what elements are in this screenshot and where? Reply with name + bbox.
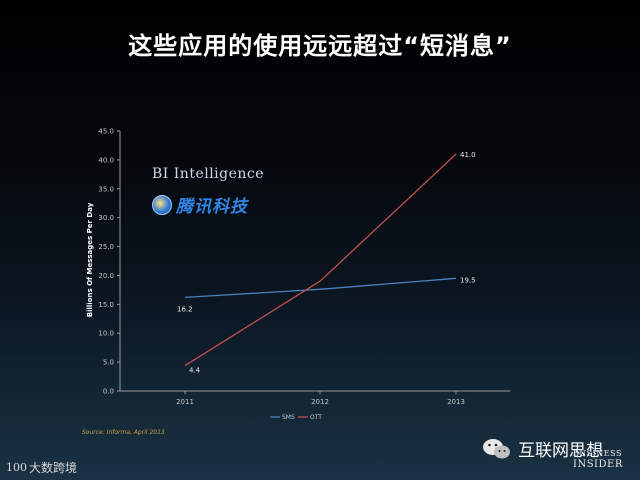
y-tick-label: 10.0 (98, 330, 114, 338)
source-note: Source: Informa, April 2013 (82, 429, 165, 436)
footer-logo: 100 大数跨境 (6, 459, 77, 476)
series-layer: 16.2 19.5 4.4 41.0 (177, 151, 476, 374)
tencent-tech-text: 腾讯科技 (176, 197, 248, 217)
y-tick-label: 5.0 (103, 359, 114, 367)
x-axis: 2011 2012 2013 (120, 390, 510, 406)
data-label-sms: 19.5 (460, 276, 476, 284)
slide-title: 这些应用的使用远远超过“短消息” (128, 32, 512, 60)
business-insider-bottom: INSIDER (573, 459, 623, 470)
wechat-icon (483, 438, 510, 458)
y-tick-label: 15.0 (98, 301, 114, 309)
business-insider-top: BUSINESS (573, 449, 622, 458)
y-tick-label: 35.0 (98, 185, 114, 193)
y-tick-label: 45.0 (98, 128, 114, 136)
y-tick-label: 20.0 (98, 272, 114, 280)
bi-intelligence-watermark: BI Intelligence (152, 166, 265, 182)
tencent-logo-icon (152, 194, 172, 215)
y-tick-label: 40.0 (98, 156, 114, 164)
x-tick-label: 2012 (311, 398, 329, 406)
business-insider-logo: BUSINESS INSIDER (573, 448, 633, 470)
y-tick-label: 0.0 (103, 388, 114, 396)
legend: SMS OTT (270, 414, 322, 421)
x-tick-label: 2013 (447, 398, 465, 406)
wechat-account[interactable]: 互联网思想 (482, 436, 603, 461)
tencent-tech-watermark: 腾讯科技 (152, 192, 248, 217)
data-label-ott: 41.0 (460, 151, 476, 159)
footer-logo-mark: 100 (6, 461, 27, 474)
legend-label-sms: SMS (282, 414, 295, 421)
series-line-sms (184, 277, 457, 299)
data-label-sms: 16.2 (177, 305, 193, 313)
y-tick-label: 25.0 (98, 243, 114, 251)
series-line-ott (184, 153, 457, 367)
y-tick-label: 30.0 (98, 214, 114, 222)
footer-logo-text: 大数跨境 (29, 461, 78, 475)
wechat-account-name: 互联网思想 (518, 441, 603, 461)
data-label-ott: 4.4 (189, 367, 201, 375)
y-axis-label: Billions Of Messages Per Day (86, 202, 94, 317)
legend-label-ott: OTT (310, 414, 322, 421)
x-tick-label: 2011 (176, 398, 194, 406)
y-axis: 0.0 5.0 10.0 15.0 20.0 25.0 30.0 35.0 40.0 45.0 (98, 128, 121, 396)
